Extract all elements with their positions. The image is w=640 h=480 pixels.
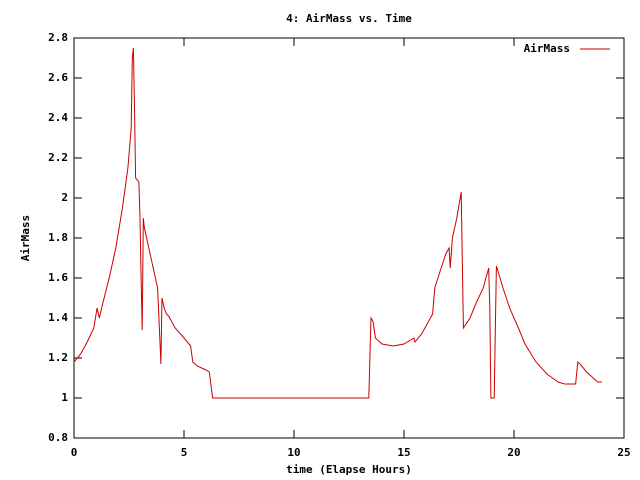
x-tick-label: 20 — [507, 446, 520, 459]
y-tick-label: 2.8 — [48, 31, 68, 44]
y-tick-label: 1.4 — [48, 311, 68, 324]
x-tick-label: 25 — [617, 446, 630, 459]
y-tick-label: 2.2 — [48, 151, 68, 164]
y-tick-label: 2.4 — [48, 111, 68, 124]
x-tick-label: 10 — [287, 446, 300, 459]
y-tick-label: 2.6 — [48, 71, 68, 84]
plot-border — [73, 37, 625, 439]
x-tick-label: 5 — [181, 446, 188, 459]
x-axis-label: time (Elapse Hours) — [286, 463, 412, 476]
y-tick-label: 2 — [61, 191, 68, 204]
y-tick-label: 1.8 — [48, 231, 68, 244]
y-tick-label: 1.6 — [48, 271, 68, 284]
y-tick-label: 1.2 — [48, 351, 68, 364]
x-tick-label: 15 — [397, 446, 410, 459]
legend-label: AirMass — [524, 42, 570, 55]
chart-title: 4: AirMass vs. Time — [286, 12, 412, 25]
data-line — [73, 47, 602, 399]
x-tick-label: 0 — [71, 446, 78, 459]
y-axis-label: AirMass — [19, 215, 32, 261]
y-tick-label: 1 — [61, 391, 68, 404]
y-tick-label: 0.8 — [48, 431, 68, 444]
